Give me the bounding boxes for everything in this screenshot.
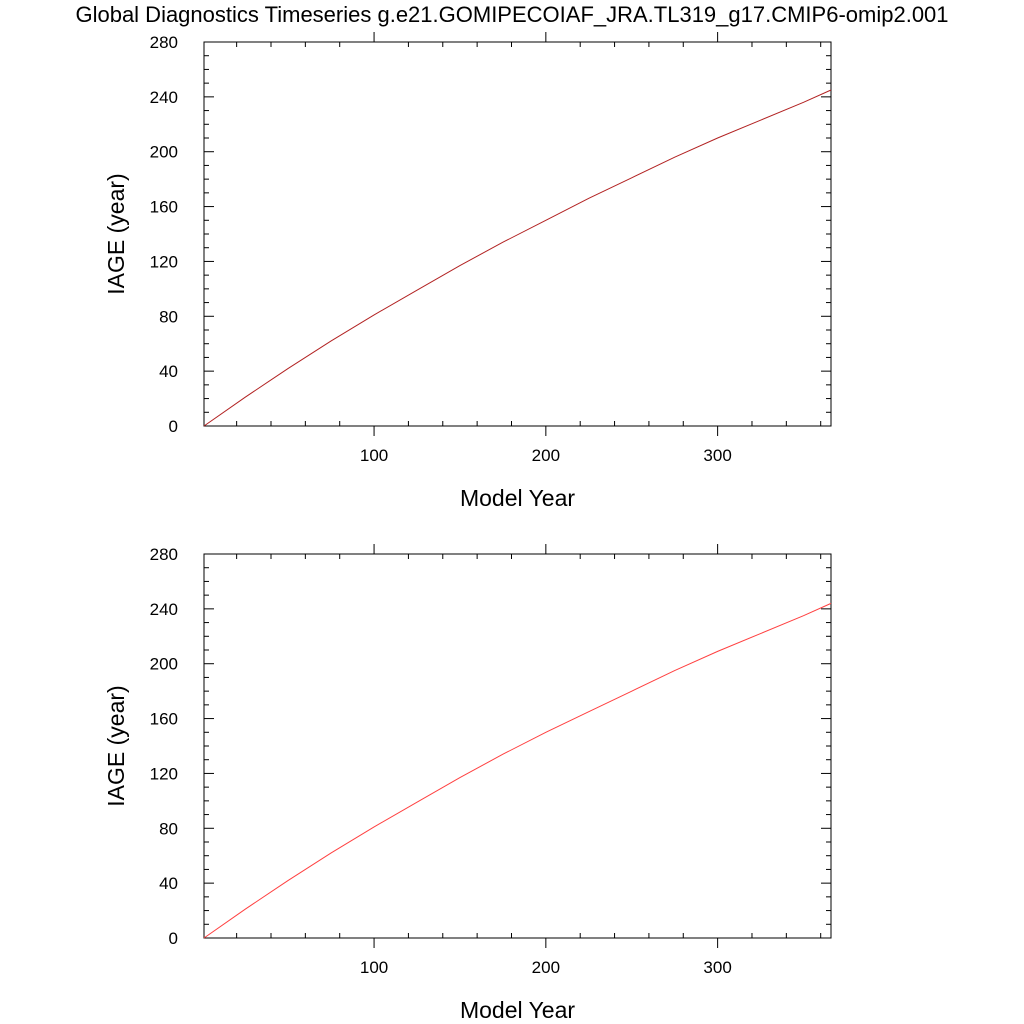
x-tick-label: 200 [532,446,560,465]
y-axis-label: IAGE (year) [103,685,129,806]
y-tick-label: 0 [169,929,178,948]
y-tick-label: 40 [159,874,178,893]
y-tick-label: 160 [150,710,178,729]
page-title: Global Diagnostics Timeseries g.e21.GOMI… [75,2,949,27]
panel-bottom: 0 40 80 120 160 200 240 280 100 200 300 Model Year I… [103,544,832,1023]
x-tick-label: 100 [360,958,388,977]
y-tick-label: 280 [150,33,178,52]
y-tick-label: 0 [169,417,178,436]
x-tick-label: 300 [703,446,731,465]
y-tick-label: 80 [159,819,178,838]
y-axis-label: IAGE (year) [103,173,129,294]
panel-top: 0 40 80 120 160 200 240 280 100 200 300 Model Year I… [103,32,832,511]
y-tick-label: 120 [150,764,178,783]
x-tick-label: 300 [703,958,731,977]
x-axis-label: Model Year [460,485,575,511]
y-tick-label: 160 [150,198,178,217]
series-line [203,89,832,427]
x-axis-label: Model Year [460,997,575,1023]
plot-frame [203,553,832,939]
plot-frame [203,41,832,427]
y-tick-label: 40 [159,362,178,381]
y-tick-label: 120 [150,252,178,271]
x-tick-label: 100 [360,446,388,465]
y-tick-label: 240 [150,88,178,107]
x-tick-label: 200 [532,958,560,977]
y-tick-label: 200 [150,655,178,674]
series-line [203,602,832,939]
y-tick-label: 80 [159,307,178,326]
y-tick-label: 240 [150,600,178,619]
y-tick-label: 200 [150,143,178,162]
y-tick-label: 280 [150,545,178,564]
